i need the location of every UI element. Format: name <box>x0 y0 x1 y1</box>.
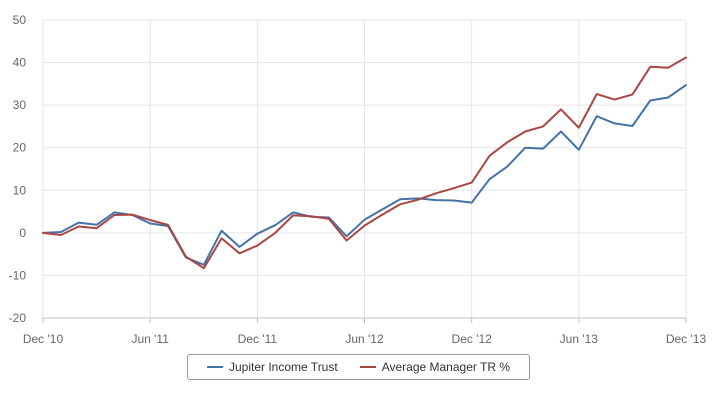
series <box>42 56 687 270</box>
y-tick-label: 50 <box>13 13 27 27</box>
legend-label: Average Manager TR % <box>381 360 510 374</box>
axes: -20 -10 0 10 20 30 40 50 Dec '10 Jun '11 Dec '11 Ju… <box>9 13 707 346</box>
legend-item-2[interactable]: Average Manager TR % <box>359 360 510 374</box>
y-tick-label: 30 <box>13 98 27 112</box>
y-tick-label: 20 <box>13 141 27 155</box>
x-tick-label: Dec '12 <box>452 332 493 346</box>
x-tick-label: Jun '12 <box>345 332 384 346</box>
series-line-2[interactable] <box>42 56 687 270</box>
x-tick-label: Jun '11 <box>131 332 169 346</box>
x-tick-label: Dec '13 <box>666 332 707 346</box>
grid <box>42 19 687 319</box>
legend-item-1[interactable]: Jupiter Income Trust <box>206 360 338 374</box>
legend-swatch <box>359 366 376 368</box>
y-tick-label: 0 <box>19 226 26 240</box>
y-tick-label: 10 <box>13 183 27 197</box>
x-tick-label: Jun '13 <box>560 332 599 346</box>
y-tick-label: 40 <box>13 56 27 70</box>
x-tick-label: Dec '11 <box>238 332 278 346</box>
x-tick-label: Dec '10 <box>23 332 64 346</box>
series-line-1[interactable] <box>42 84 687 266</box>
legend[interactable]: Jupiter Income Trust Average Manager TR % <box>187 354 530 380</box>
y-tick-label: -10 <box>9 268 27 282</box>
y-tick-label: -20 <box>9 311 27 325</box>
legend-swatch <box>206 366 223 368</box>
legend-label: Jupiter Income Trust <box>228 360 338 374</box>
